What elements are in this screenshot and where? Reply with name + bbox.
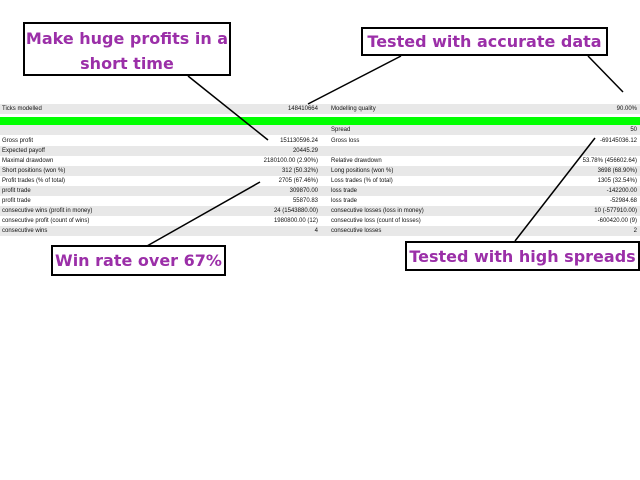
label: consecutive wins	[2, 228, 48, 234]
value: 2705 (67.46%)	[278, 178, 318, 184]
label: Gross loss	[331, 138, 360, 144]
label: loss trade	[331, 188, 358, 194]
value: 3698 (68.90%)	[597, 168, 637, 174]
label: Modelling quality	[331, 106, 376, 112]
label: Spread	[331, 127, 351, 133]
label: Short positions (won %)	[2, 168, 66, 174]
label: loss trade	[331, 198, 358, 204]
value: 2	[633, 228, 637, 234]
callout-profits: Make huge profits in a short time	[23, 22, 231, 76]
value: 148410664	[287, 106, 318, 112]
value: -142200.00	[606, 188, 637, 194]
value: 1305 (32.54%)	[597, 178, 637, 184]
label: consecutive loss (count of losses)	[331, 218, 421, 224]
modelling-quality-bar	[0, 117, 640, 125]
value: 50	[630, 127, 637, 133]
value: -69145036.12	[599, 138, 637, 144]
arrow-accurate-2	[587, 55, 624, 93]
label: Ticks modelled	[2, 106, 42, 112]
value: -600420.00 (9)	[597, 218, 637, 224]
label: consecutive losses (loss in money)	[331, 208, 424, 214]
table-row: consecutive wins 4 consecutive losses 2	[0, 226, 640, 236]
arrow-accurate	[307, 55, 402, 105]
value: 1980800.00 (12)	[273, 218, 318, 224]
report-row-ticks: Ticks modelled 148410664 Modelling quali…	[0, 104, 640, 114]
value: 90.00%	[616, 106, 637, 112]
label: profit trade	[2, 198, 31, 204]
report-row-spread: Spread 50	[0, 125, 640, 135]
callout-spreads: Tested with high spreads	[405, 241, 640, 271]
value: -52984.68	[609, 198, 637, 204]
callout-winrate: Win rate over 67%	[51, 245, 226, 276]
value: 20445.29	[292, 148, 318, 154]
label: Maximal drawdown	[2, 158, 54, 164]
label: profit trade	[2, 188, 31, 194]
table-row: profit trade 55870.83 loss trade -52984.…	[0, 196, 640, 206]
label: Long positions (won %)	[331, 168, 394, 174]
table-row: consecutive wins (profit in money) 24 (1…	[0, 206, 640, 216]
callout-profits-line2: short time	[80, 54, 174, 73]
value: 151130596.24	[280, 138, 318, 144]
value: 55870.83	[292, 198, 318, 204]
label: Loss trades (% of total)	[331, 178, 393, 184]
callout-profits-line1: Make huge profits in a	[25, 29, 229, 48]
table-row: Short positions (won %) 312 (50.32%) Lon…	[0, 166, 640, 176]
table-row: Gross profit 151130596.24 Gross loss -69…	[0, 136, 640, 146]
value: 53.78% (456602.64)	[582, 158, 637, 164]
label: Relative drawdown	[331, 158, 382, 164]
label: consecutive profit (count of wins)	[2, 218, 90, 224]
value: 4	[314, 228, 318, 234]
label: Gross profit	[2, 138, 34, 144]
table-row: Profit trades (% of total) 2705 (67.46%)…	[0, 176, 640, 186]
value: 312 (50.32%)	[281, 168, 318, 174]
label: Expected payoff	[2, 148, 45, 154]
table-row: Expected payoff 20445.29	[0, 146, 640, 156]
label: Profit trades (% of total)	[2, 178, 66, 184]
value: 2180100.00 (2.90%)	[263, 158, 318, 164]
table-row: consecutive profit (count of wins) 19808…	[0, 216, 640, 226]
label: consecutive wins (profit in money)	[2, 208, 93, 214]
callout-accurate: Tested with accurate data	[361, 27, 608, 56]
value: 10 (-577910.00)	[594, 208, 637, 214]
table-row: profit trade 309870.00 loss trade -14220…	[0, 186, 640, 196]
label: consecutive losses	[331, 228, 382, 234]
table-row: Maximal drawdown 2180100.00 (2.90%) Rela…	[0, 156, 640, 166]
value: 24 (1543880.00)	[273, 208, 318, 214]
value: 309870.00	[289, 188, 318, 194]
